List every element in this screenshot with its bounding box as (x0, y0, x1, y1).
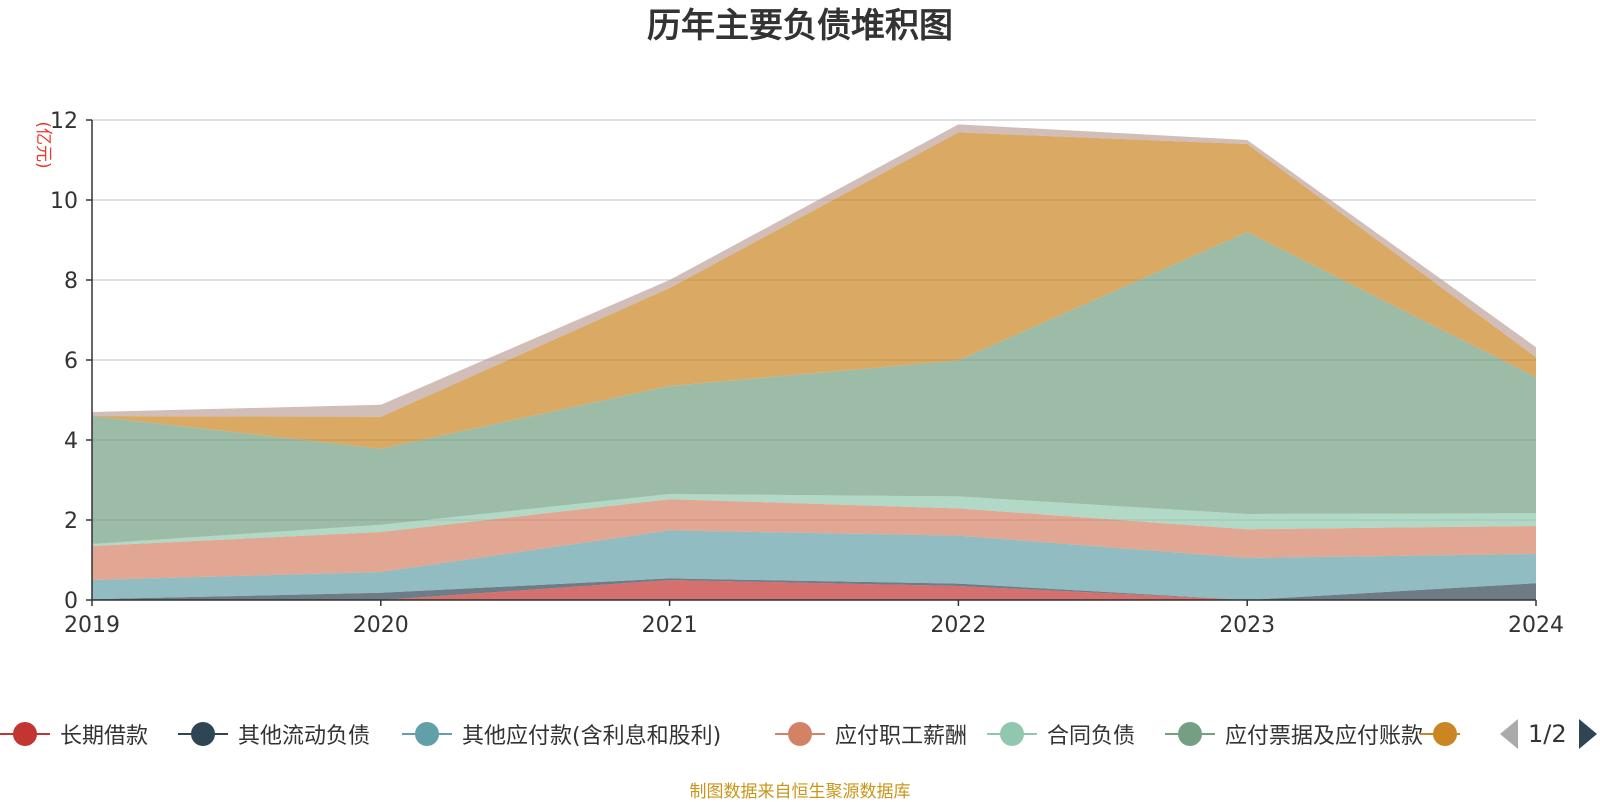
legend-item-0[interactable]: 长期借款 (0, 712, 148, 756)
y-tick-label-1: 2 (64, 509, 78, 534)
legend-prev-page-icon[interactable] (1500, 719, 1518, 749)
area-series (92, 124, 1536, 600)
area-series-6 (92, 132, 1536, 449)
legend-label: 应付职工薪酬 (835, 724, 968, 749)
y-tick-label-3: 6 (64, 349, 78, 374)
stacked-area-chart: 0 2 4 6 8 10 12 2019 2020 2021 2022 2023 2024 (亿元) (33, 109, 1564, 638)
area-series-4 (92, 494, 1536, 546)
legend-marker-icon (987, 720, 1037, 748)
legend-item-6[interactable] (1420, 712, 1460, 756)
x-tick-label-0: 2019 (64, 613, 120, 638)
area-series-2 (92, 530, 1536, 600)
y-tick-label-2: 4 (64, 429, 78, 454)
area-series-0 (92, 580, 1536, 600)
legend-item-5[interactable]: 应付票据及应付账款 (1165, 712, 1423, 756)
y-tick-label-4: 8 (64, 269, 78, 294)
x-tick-label-1: 2020 (353, 613, 409, 638)
legend-pager: 1/2 (1500, 716, 1597, 752)
x-tick-label-3: 2022 (930, 613, 986, 638)
area-series-3 (92, 499, 1536, 580)
chart-title: 历年主要负债堆积图 (647, 6, 953, 46)
legend-next-page-icon[interactable] (1578, 719, 1597, 749)
x-tick-label-2: 2021 (642, 613, 698, 638)
y-axis-label: (亿元) (33, 121, 53, 168)
legend-marker-icon (1420, 720, 1460, 748)
legend-label: 应付票据及应付账款 (1225, 724, 1424, 749)
legend-label: 长期借款 (60, 724, 149, 749)
legend-item-4[interactable]: 合同负债 (987, 712, 1135, 756)
data-source-note: 制图数据来自恒生聚源数据库 (689, 782, 911, 802)
y-tick-label-0: 0 (64, 589, 78, 614)
legend-item-1[interactable]: 其他流动负债 (178, 712, 370, 756)
legend-marker-icon (402, 720, 452, 748)
legend-item-2[interactable]: 其他应付款(含利息和股利) (402, 712, 721, 756)
legend-marker-icon (775, 720, 825, 748)
legend-item-3[interactable]: 应付职工薪酬 (775, 712, 967, 756)
legend-marker-icon (1165, 720, 1215, 748)
legend-label: 其他应付款(含利息和股利) (462, 724, 722, 749)
area-series-5 (92, 232, 1536, 544)
legend-page-indicator: 1/2 (1528, 720, 1567, 748)
legend-marker-icon (0, 720, 50, 748)
y-tick-label-5: 10 (50, 189, 78, 214)
legend-marker-icon (178, 720, 228, 748)
axes: 0 2 4 6 8 10 12 2019 2020 2021 2022 2023 2024 (50, 109, 1564, 638)
legend-label: 合同负债 (1047, 724, 1136, 749)
x-tick-label-5: 2024 (1508, 613, 1564, 638)
area-series-1 (92, 578, 1536, 600)
legend: 长期借款 其他流动负债 其他应付款(含利息和股利) 应付职工薪酬 合同负债 应付票据及应付… (0, 712, 1460, 756)
legend-label: 其他流动负债 (238, 724, 371, 749)
y-tick-label-6: 12 (50, 109, 78, 134)
x-tick-label-4: 2023 (1219, 613, 1275, 638)
